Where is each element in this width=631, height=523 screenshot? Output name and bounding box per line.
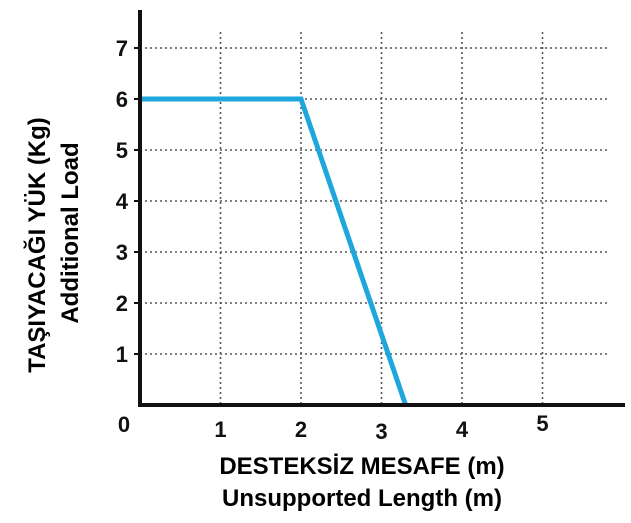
y-axis-title-line-1: TAŞIYACAĞI YÜK (Kg)	[23, 117, 51, 373]
plot-series	[140, 96, 409, 406]
grid-lines	[140, 32, 610, 405]
series-line	[140, 96, 409, 406]
y-tick-labels: 1 2 3 4 5 6 7	[116, 36, 140, 367]
x-tick-label: 0	[118, 412, 130, 437]
y-tick-label: 2	[116, 291, 128, 316]
y-tick-label: 5	[116, 138, 128, 163]
x-axis-title-line-2: Unsupported Length (m)	[222, 485, 502, 512]
x-tick-label: 4	[456, 417, 469, 442]
y-axis-title-line-2: Additional Load	[57, 142, 84, 323]
x-tick-label: 5	[536, 411, 548, 436]
x-tick-label: 2	[295, 417, 307, 442]
x-tick-labels: 0 1 2 3 4 5	[118, 411, 549, 444]
y-tick-label: 3	[116, 240, 128, 265]
x-tick-label: 3	[375, 419, 387, 444]
y-tick-label: 7	[116, 36, 128, 61]
y-tick-label: 1	[116, 342, 128, 367]
y-tick-label: 4	[116, 189, 129, 214]
x-axis-title-line-1: DESTEKSİZ MESAFE (m)	[219, 453, 504, 480]
y-tick-label: 6	[116, 87, 128, 112]
x-tick-label: 1	[214, 417, 226, 442]
